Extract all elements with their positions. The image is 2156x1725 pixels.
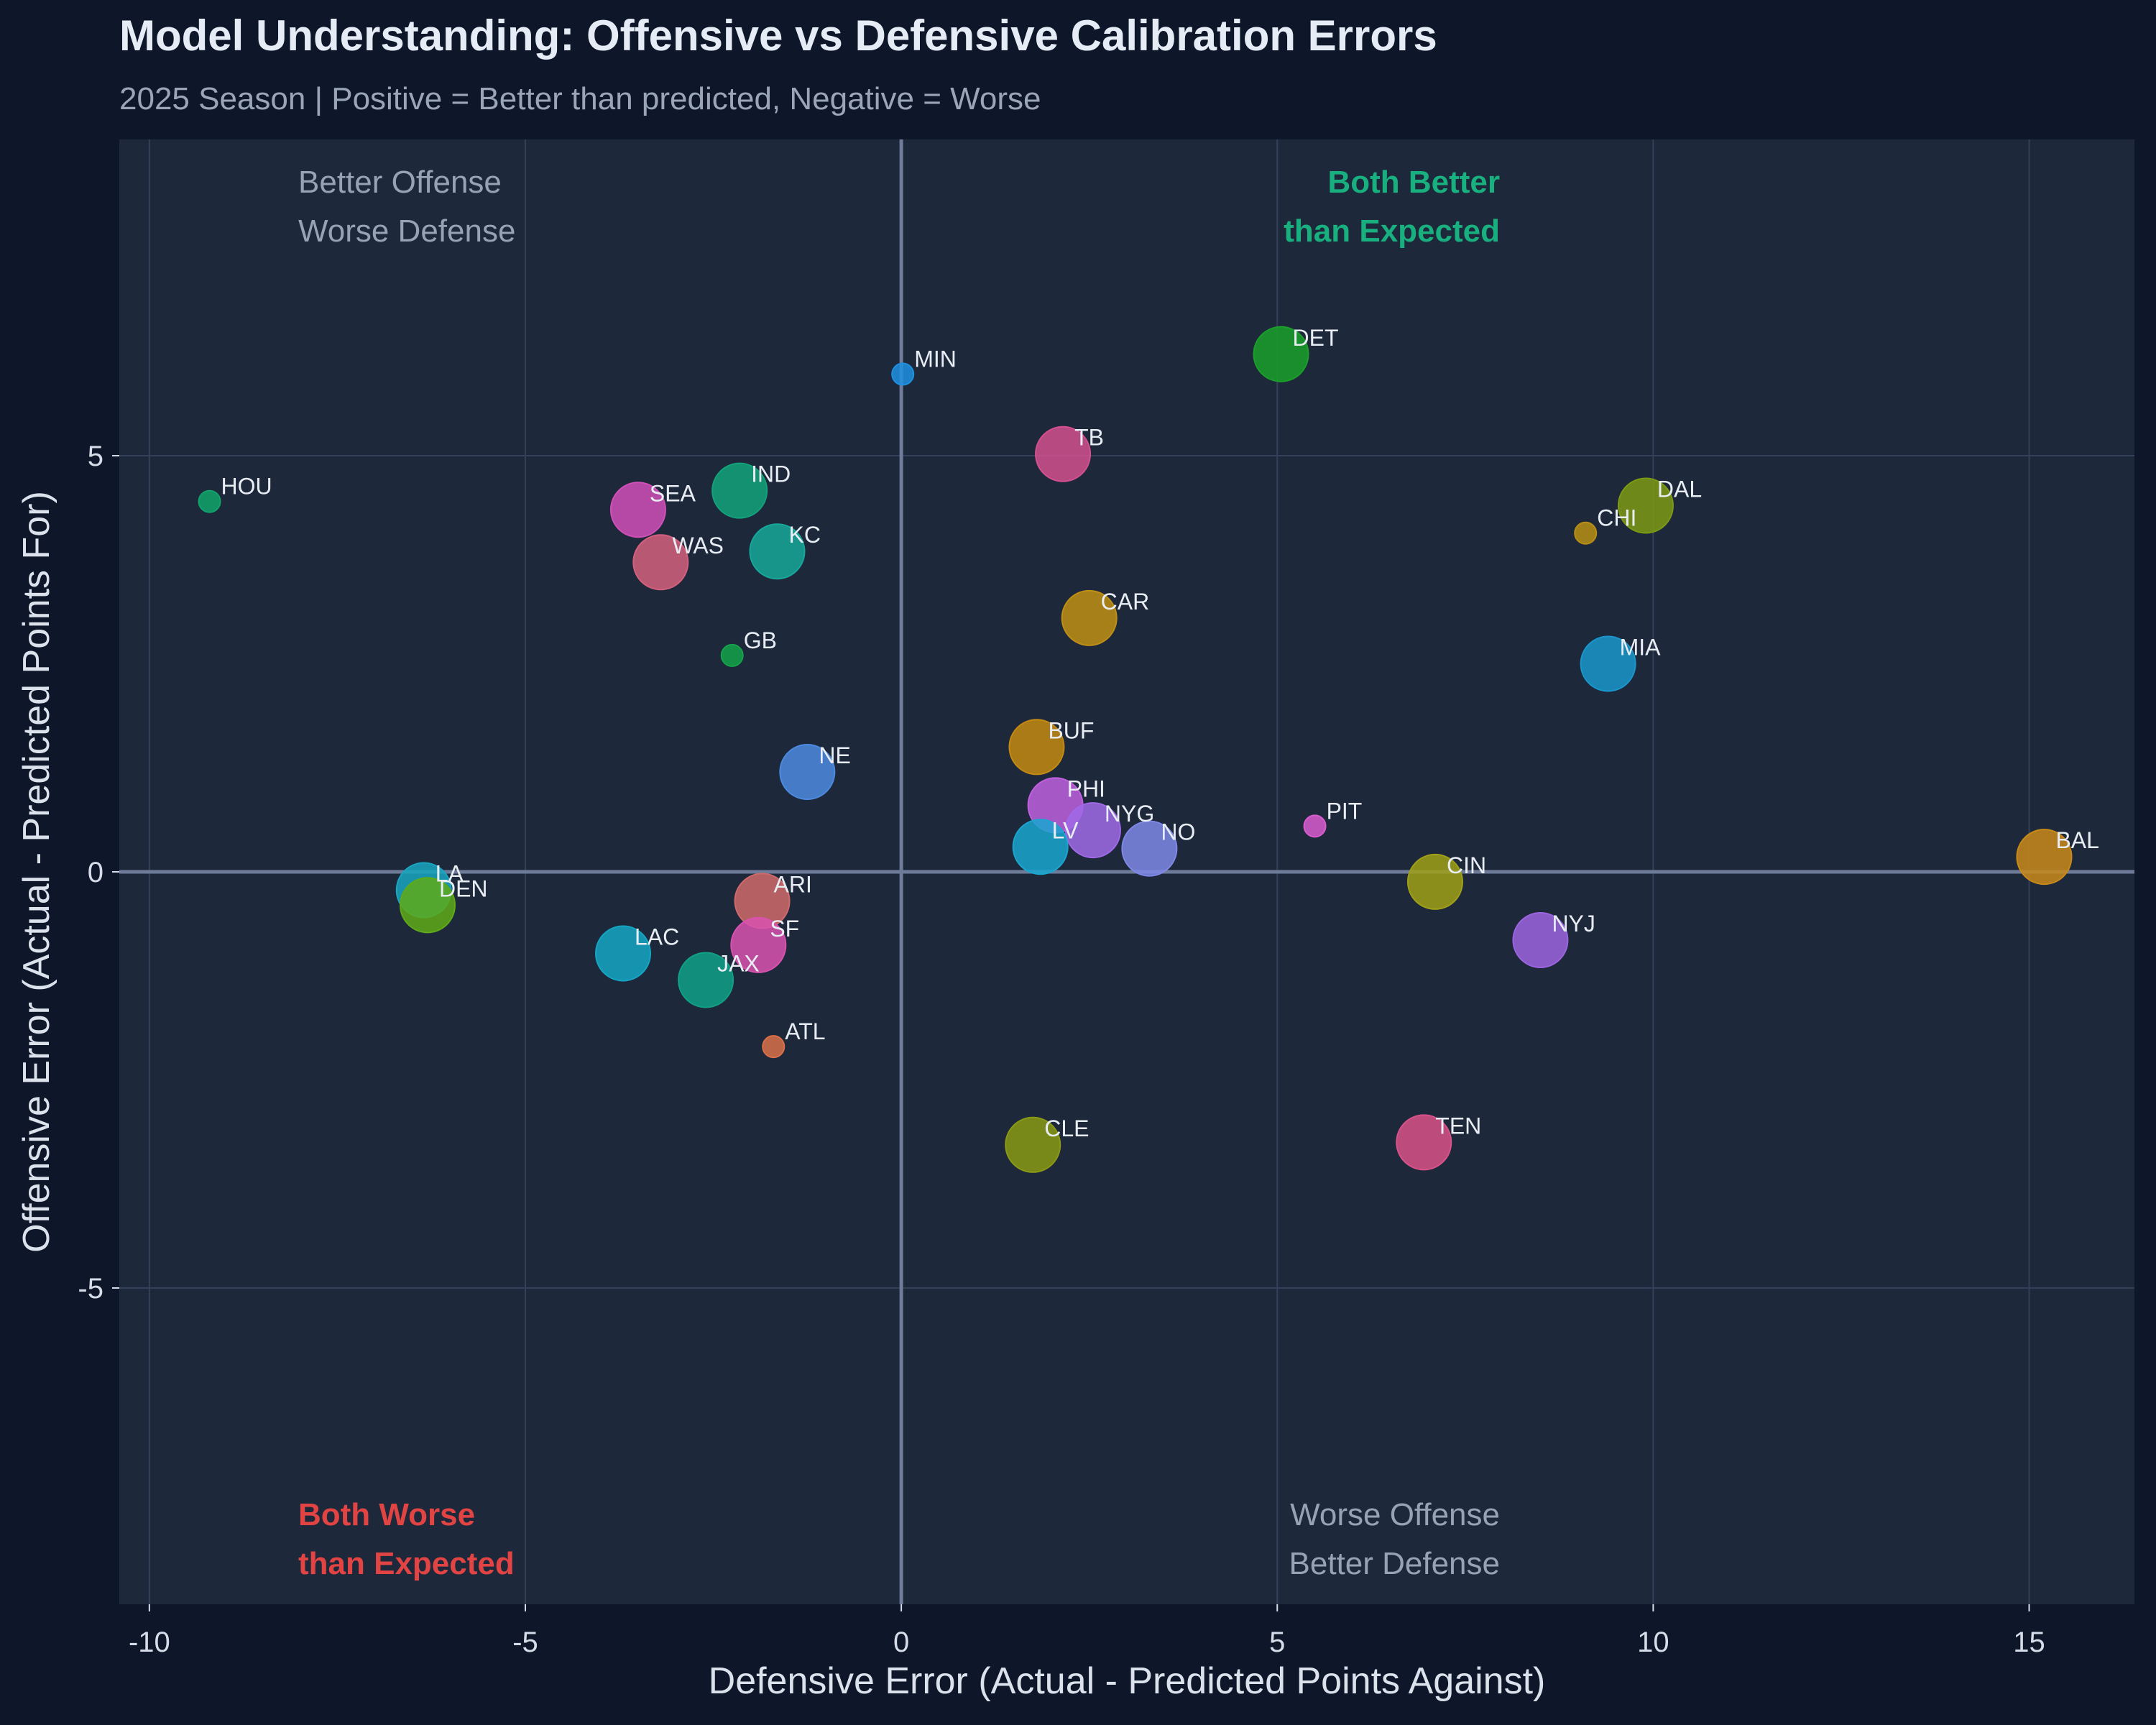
data-point-no	[1121, 820, 1178, 877]
x-tick-label: -5	[512, 1627, 538, 1658]
data-points	[198, 326, 2073, 1173]
data-point-pit	[1303, 814, 1327, 838]
quadrant-labels: Better Offense Worse Defense Both Better th…	[298, 165, 1500, 1581]
point-label-buf: BUF	[1048, 717, 1094, 743]
point-label-cle: CLE	[1044, 1116, 1089, 1141]
point-labels: HOU SEA IND WAS KC GB MIN DET TB DAL CHI CAR MIA BUF N…	[221, 325, 2099, 1141]
data-point-nyg	[1064, 802, 1121, 859]
data-point-ne	[779, 744, 836, 801]
x-axis-label: Defensive Error (Actual - Predicted Poin…	[709, 1660, 1546, 1702]
quadrant-label-bottom-left: than Expected	[298, 1546, 515, 1581]
point-label-dal: DAL	[1657, 477, 1702, 502]
point-label-gb: GB	[744, 627, 777, 653]
point-label-sf: SF	[770, 916, 799, 942]
point-label-la: LA	[436, 860, 464, 886]
data-point-kc	[749, 523, 806, 580]
data-point-atl	[762, 1035, 786, 1059]
data-point-ten	[1396, 1114, 1452, 1171]
y-tick-label: -5	[78, 1273, 103, 1305]
point-label-was: WAS	[672, 533, 724, 558]
point-label-nyj: NYJ	[1552, 911, 1595, 937]
data-point-buf	[1008, 719, 1065, 776]
data-point-hou	[198, 489, 221, 513]
data-point-sf	[730, 916, 787, 973]
point-label-hou: HOU	[221, 474, 272, 500]
point-label-no: NO	[1161, 819, 1195, 845]
data-point-sea	[609, 482, 666, 538]
data-point-jax	[678, 952, 734, 1008]
point-label-lv: LV	[1052, 817, 1079, 843]
data-point-mia	[1580, 635, 1636, 692]
point-label-chi: CHI	[1597, 505, 1636, 531]
x-tick-label: 0	[893, 1627, 909, 1658]
quadrant-label-bottom-right: Worse Offense	[1290, 1497, 1500, 1532]
data-point-lac	[595, 925, 651, 982]
point-label-ind: IND	[751, 461, 791, 487]
point-label-ari: ARI	[774, 872, 812, 898]
data-point-den	[399, 877, 456, 934]
point-label-det: DET	[1292, 325, 1338, 351]
tick-labels: -10 -5 0 5 10 15 -5 0 5	[78, 441, 2045, 1658]
point-label-pit: PIT	[1327, 798, 1363, 824]
point-label-ten: TEN	[1435, 1113, 1481, 1138]
data-point-tb	[1035, 426, 1092, 482]
data-point-det	[1253, 326, 1309, 382]
x-tick-label: -10	[129, 1627, 170, 1658]
y-tick-label: 5	[88, 441, 103, 472]
point-label-den: DEN	[439, 875, 488, 901]
data-point-chi	[1574, 521, 1598, 545]
point-label-tb: TB	[1074, 425, 1104, 451]
point-label-nyg: NYG	[1105, 801, 1154, 827]
y-axis-label: Offensive Error (Actual - Predicted Poin…	[16, 491, 57, 1253]
data-point-was	[632, 534, 689, 591]
data-point-dal	[1617, 477, 1674, 534]
point-label-lac: LAC	[635, 924, 679, 949]
data-point-ind	[711, 462, 768, 519]
point-label-cin: CIN	[1447, 852, 1486, 878]
chart-subtitle: 2025 Season | Positive = Better than pre…	[119, 81, 1041, 116]
point-label-kc: KC	[788, 522, 820, 548]
y-tick-label: 0	[88, 857, 103, 888]
x-tick-label: 5	[1269, 1627, 1285, 1658]
quadrant-label-top-left: Worse Defense	[298, 213, 515, 249]
point-label-jax: JAX	[717, 951, 760, 977]
data-point-car	[1061, 589, 1118, 646]
quadrant-label-top-left: Better Offense	[298, 165, 502, 200]
data-point-gb	[720, 643, 744, 667]
quadrant-label-top-right: Both Better	[1327, 165, 1500, 200]
point-label-mia: MIA	[1620, 635, 1662, 661]
point-label-phi: PHI	[1067, 776, 1105, 801]
point-label-bal: BAL	[2055, 827, 2099, 853]
data-point-cin	[1406, 853, 1463, 910]
quadrant-label-bottom-left: Both Worse	[298, 1497, 475, 1532]
point-label-min: MIN	[914, 346, 957, 372]
point-label-ne: NE	[819, 742, 850, 768]
data-point-bal	[2016, 829, 2073, 886]
point-label-atl: ATL	[785, 1018, 825, 1044]
data-point-min	[891, 362, 915, 386]
data-point-lv	[1012, 819, 1069, 875]
data-point-cle	[1005, 1116, 1061, 1173]
data-point-nyj	[1512, 911, 1569, 968]
point-label-sea: SEA	[650, 480, 696, 506]
chart-title: Model Understanding: Offensive vs Defens…	[119, 12, 1437, 60]
point-label-car: CAR	[1101, 589, 1150, 615]
x-tick-label: 15	[2013, 1627, 2045, 1658]
quadrant-label-top-right: than Expected	[1284, 213, 1500, 249]
quadrant-label-bottom-right: Better Defense	[1289, 1546, 1501, 1581]
x-tick-label: 10	[1637, 1627, 1669, 1658]
